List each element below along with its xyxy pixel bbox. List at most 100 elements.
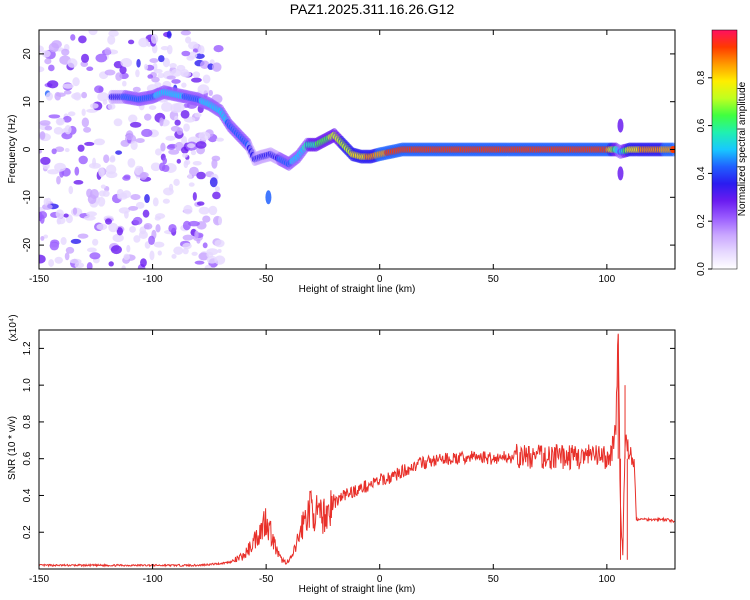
heatmap-cell	[60, 237, 67, 246]
snr-x-axis-label: Height of straight line (km)	[299, 584, 416, 595]
heatmap-cell	[194, 112, 202, 118]
heatmap-cell	[148, 105, 157, 110]
heatmap-marks	[39, 30, 675, 269]
heatmap-cell	[63, 90, 72, 95]
heatmap-cell	[47, 80, 59, 89]
heatmap-cell	[135, 138, 145, 143]
heatmap-cell	[182, 242, 192, 250]
heatmap-cell	[74, 262, 85, 269]
heatmap-cell	[192, 192, 197, 201]
heatmap-cell	[159, 162, 166, 172]
heatmap-cell	[119, 66, 127, 74]
heatmap-cell	[40, 156, 51, 165]
heatmap-cell	[128, 206, 139, 211]
heatmap-cell	[194, 260, 205, 265]
heatmap-cell	[173, 246, 184, 255]
heatmap-cell	[97, 92, 109, 102]
heatmap-y-ticks: -20 -10 0 10 20	[22, 48, 675, 252]
heatmap-cell	[125, 130, 134, 141]
heatmap-cell	[67, 111, 76, 117]
heatmap-cell	[190, 77, 202, 83]
heatmap-x-tick-label: -50	[259, 274, 274, 285]
heatmap-cell	[208, 205, 218, 216]
snr-x-tick-label: 0	[377, 574, 383, 585]
heatmap-cell	[166, 30, 172, 39]
heatmap-cell	[123, 174, 131, 180]
heatmap-cell	[67, 58, 78, 68]
heatmap-cell	[39, 254, 46, 264]
colorbar: 0.0 0.2 0.4 0.6 0.8 Normalized spectral ampl…	[696, 29, 748, 276]
heatmap-cell	[48, 259, 55, 267]
figure-title: PAZ1.2025.311.16.26.G12	[290, 1, 455, 17]
snr-line	[39, 334, 675, 568]
heatmap-cell	[86, 211, 98, 217]
snr-panel: -150 -100 -50 0 50 100 0.2 0.4 0.6 0.8 1.0 1.2 Hei…	[7, 314, 676, 595]
heatmap-cell	[215, 137, 224, 142]
heatmap-cell	[104, 47, 111, 56]
heatmap-cell	[155, 148, 162, 156]
heatmap-cell	[107, 103, 116, 110]
colorbar-tick-label: 0.0	[696, 262, 707, 276]
heatmap-cell	[98, 167, 105, 178]
heatmap-cell	[169, 63, 177, 69]
heatmap-cell	[214, 186, 220, 192]
heatmap-cell	[54, 146, 65, 153]
heatmap-cell	[119, 192, 127, 198]
heatmap-cell	[171, 79, 181, 84]
snr-x-tick-label: 100	[599, 574, 616, 585]
heatmap-cell	[159, 117, 164, 127]
heatmap-cell	[182, 247, 189, 255]
heatmap-cell	[108, 222, 119, 233]
heatmap-cell	[168, 149, 180, 155]
heatmap-cell	[198, 206, 210, 215]
heatmap-cell	[149, 58, 159, 63]
heatmap-cell	[84, 141, 95, 146]
snr-x-tick-label: -150	[29, 574, 49, 585]
heatmap-y-tick-label: -20	[22, 237, 33, 252]
heatmap-cell	[81, 108, 86, 117]
heatmap-y-tick-label: 10	[22, 96, 33, 108]
heatmap-cell	[217, 249, 222, 254]
heatmap-cell	[187, 173, 193, 180]
heatmap-cell	[61, 48, 70, 56]
heatmap-cell	[68, 185, 74, 195]
heatmap-y-axis-label: Frequency (Hz)	[7, 115, 18, 184]
heatmap-cell	[127, 39, 135, 45]
heatmap-cell	[214, 239, 225, 248]
heatmap-cell	[206, 255, 218, 264]
heatmap-cell	[152, 197, 159, 207]
heatmap-cell	[135, 69, 140, 78]
heatmap-cell	[54, 162, 66, 172]
heatmap-cell	[171, 68, 182, 77]
heatmap-cell	[213, 44, 224, 53]
heatmap-cell	[53, 126, 64, 135]
heatmap-cell	[202, 215, 211, 223]
heatmap-cell	[86, 108, 98, 113]
heatmap-cell	[62, 115, 72, 123]
heatmap-cell	[78, 35, 87, 44]
heatmap-cell	[39, 120, 51, 126]
heatmap-cell	[191, 251, 198, 256]
heatmap-cell	[44, 125, 53, 131]
heatmap-cell	[103, 154, 110, 164]
heatmap-cell	[198, 131, 211, 141]
snr-y-ticks: 0.2 0.4 0.6 0.8 1.0 1.2	[22, 341, 675, 539]
snr-plot-area	[39, 330, 675, 569]
heatmap-cell	[209, 177, 218, 188]
heatmap-cell	[195, 141, 207, 149]
heatmap-cell	[187, 220, 200, 227]
heatmap-cell	[171, 254, 177, 259]
heatmap-cell	[202, 74, 211, 84]
heatmap-cell	[64, 252, 70, 261]
heatmap-cell	[110, 155, 116, 162]
heatmap-cell	[123, 253, 130, 261]
heatmap-cell	[122, 80, 127, 87]
heatmap-cell	[72, 207, 78, 215]
heatmap-cell	[158, 55, 165, 63]
heatmap-cell	[83, 215, 96, 221]
heatmap-cell	[41, 50, 51, 58]
heatmap-cell	[43, 234, 49, 239]
heatmap-cell	[74, 166, 80, 176]
